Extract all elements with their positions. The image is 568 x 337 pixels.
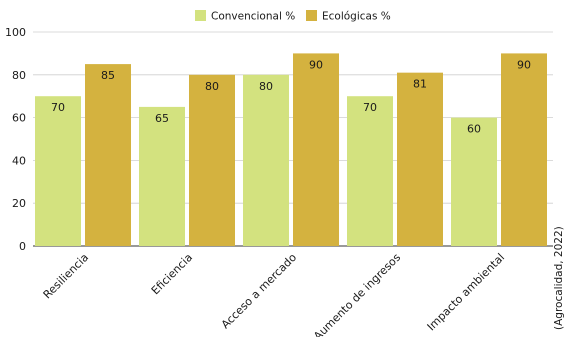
legend-label: Ecológicas % [322,11,391,23]
x-tick-label: Aumento de ingresos [311,251,403,337]
x-tick-label: Impacto ambiental [425,251,507,333]
x-tick-label: Acceso a mercado [219,251,300,332]
x-tick-label: Eficiencia [149,251,195,297]
bar-convencional [139,106,185,247]
data-label: 81 [413,78,427,91]
bar-ecologicas [85,64,131,246]
bar-ecologicas [397,72,443,246]
x-tick-label: Resiliencia [41,251,91,301]
data-label: 80 [205,80,219,93]
data-label: 85 [101,69,115,82]
data-label: 70 [363,101,377,114]
legend-swatch [195,10,206,21]
bar-convencional [243,74,289,246]
data-label: 60 [467,123,481,136]
y-tick-label: 100 [5,26,26,39]
legend-swatch [306,10,317,21]
data-label: 80 [259,80,273,93]
y-tick-label: 80 [12,69,26,82]
y-axis: 0 20 40 60 80 100 [5,26,26,253]
y-tick-label: 60 [12,112,26,125]
data-label: 65 [155,112,169,125]
data-label: 70 [51,101,65,114]
bar-convencional [347,96,393,246]
bar-ecologicas [293,53,339,247]
bar-ecologicas [189,74,235,246]
y-tick-label: 20 [12,197,26,210]
y-tick-label: 40 [12,154,26,167]
x-axis: Resiliencia Eficiencia Acceso a mercado Aum… [41,251,507,337]
legend: Convencional % Ecológicas % [195,10,391,23]
bar-convencional [451,117,497,246]
bars: 70 85 65 80 80 90 70 81 60 90 [35,53,547,247]
source-note: (Agrocalidad, 2022) [553,226,565,330]
y-tick-label: 0 [19,240,26,253]
bar-convencional [35,96,81,246]
legend-label: Convencional % [211,11,295,23]
data-label: 90 [517,58,531,71]
bar-ecologicas [501,53,547,247]
data-label: 90 [309,58,323,71]
